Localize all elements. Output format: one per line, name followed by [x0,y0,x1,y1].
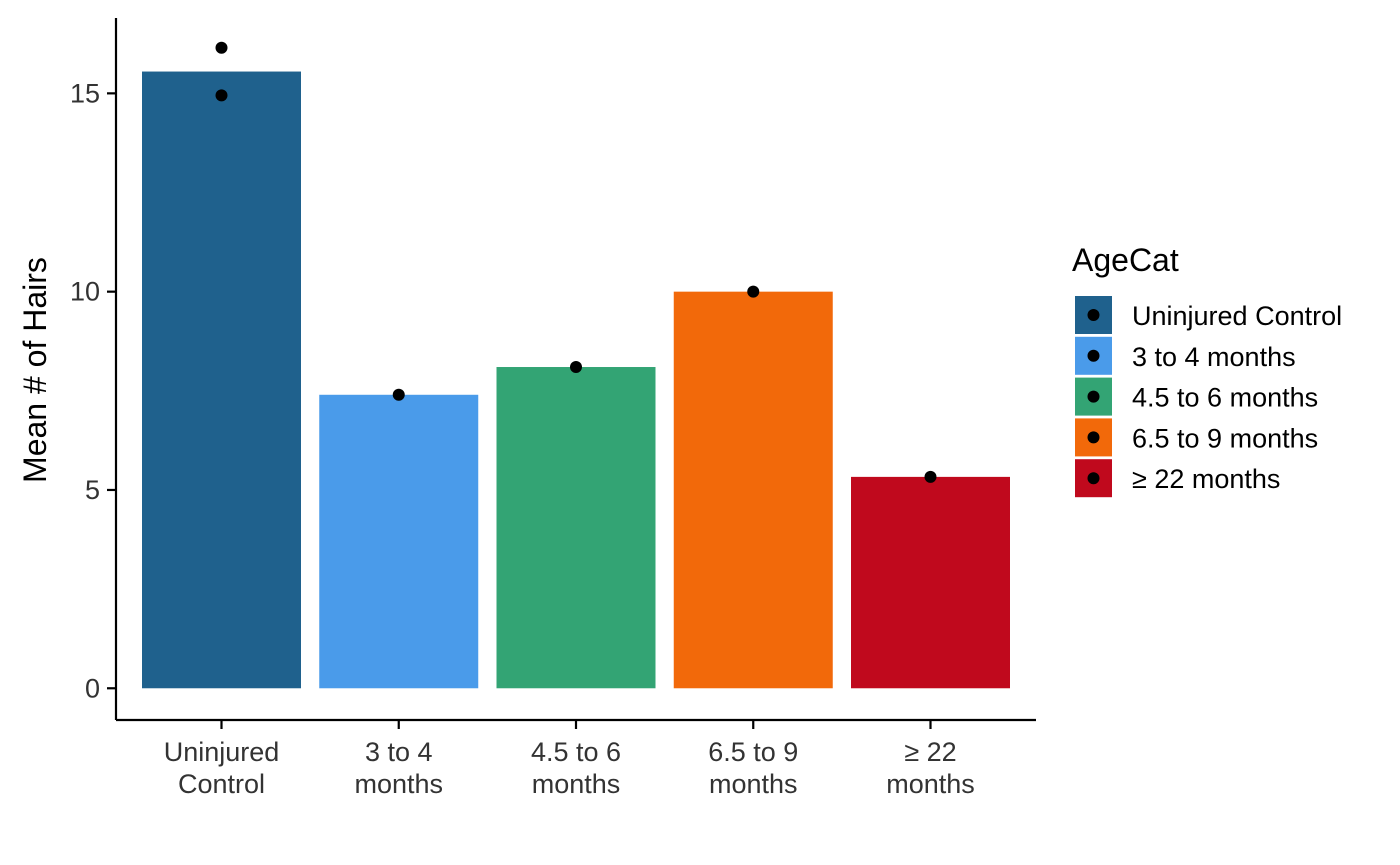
y-ticks-layer: 0 5 10 15 [70,78,116,703]
data-point-2-0 [570,361,582,374]
points-layer [215,41,937,483]
legend-entries: Uninjured Control 3 to 4 months 4.5 to 6 m… [1075,296,1342,498]
y-tick-label-1: 5 [85,475,100,505]
x-tick-label-4: ≥ 22 months [886,737,975,799]
legend-key-point-0 [1087,309,1100,321]
x-ticks-layer: Uninjured Control 3 to 4 months 4.5 to 6 mont… [164,720,975,799]
data-point-0-0 [215,41,228,54]
bar-4 [851,476,1010,689]
y-tick-label-0: 0 [85,673,100,703]
bar-0 [142,71,301,689]
x-tick-label-1: 3 to 4 months [354,737,443,799]
legend-label-0: Uninjured Control [1132,301,1342,331]
legend-label-4: ≥ 22 months [1132,464,1280,494]
x-tick-label-2: 4.5 to 6 months [531,737,621,799]
legend-key-point-4 [1087,472,1100,485]
legend-key-point-3 [1087,431,1100,444]
legend-title: AgeCat [1072,242,1179,278]
bar-3 [673,291,833,689]
y-tick-label-3: 15 [70,78,100,108]
x-tick-label-3: 6.5 to 9 months [708,737,798,799]
legend-key-point-2 [1087,390,1100,403]
data-point-1-0 [392,388,405,401]
bar-1 [319,394,479,689]
bars-layer [142,71,1010,689]
legend-label-2: 4.5 to 6 months [1132,383,1318,413]
data-point-3-0 [747,285,760,298]
data-point-0-1 [215,89,228,102]
legend-label-3: 6.5 to 9 months [1132,423,1318,453]
y-axis-title: Mean # of Hairs [17,257,53,483]
y-tick-label-2: 10 [70,277,100,307]
x-tick-label-0: Uninjured Control [164,737,280,799]
bar-2 [496,367,656,689]
data-point-4-0 [924,470,937,483]
legend-label-1: 3 to 4 months [1132,342,1296,372]
legend: AgeCat Uninjured Control 3 to 4 months 4.5… [1072,242,1342,498]
legend-key-point-1 [1087,349,1100,362]
